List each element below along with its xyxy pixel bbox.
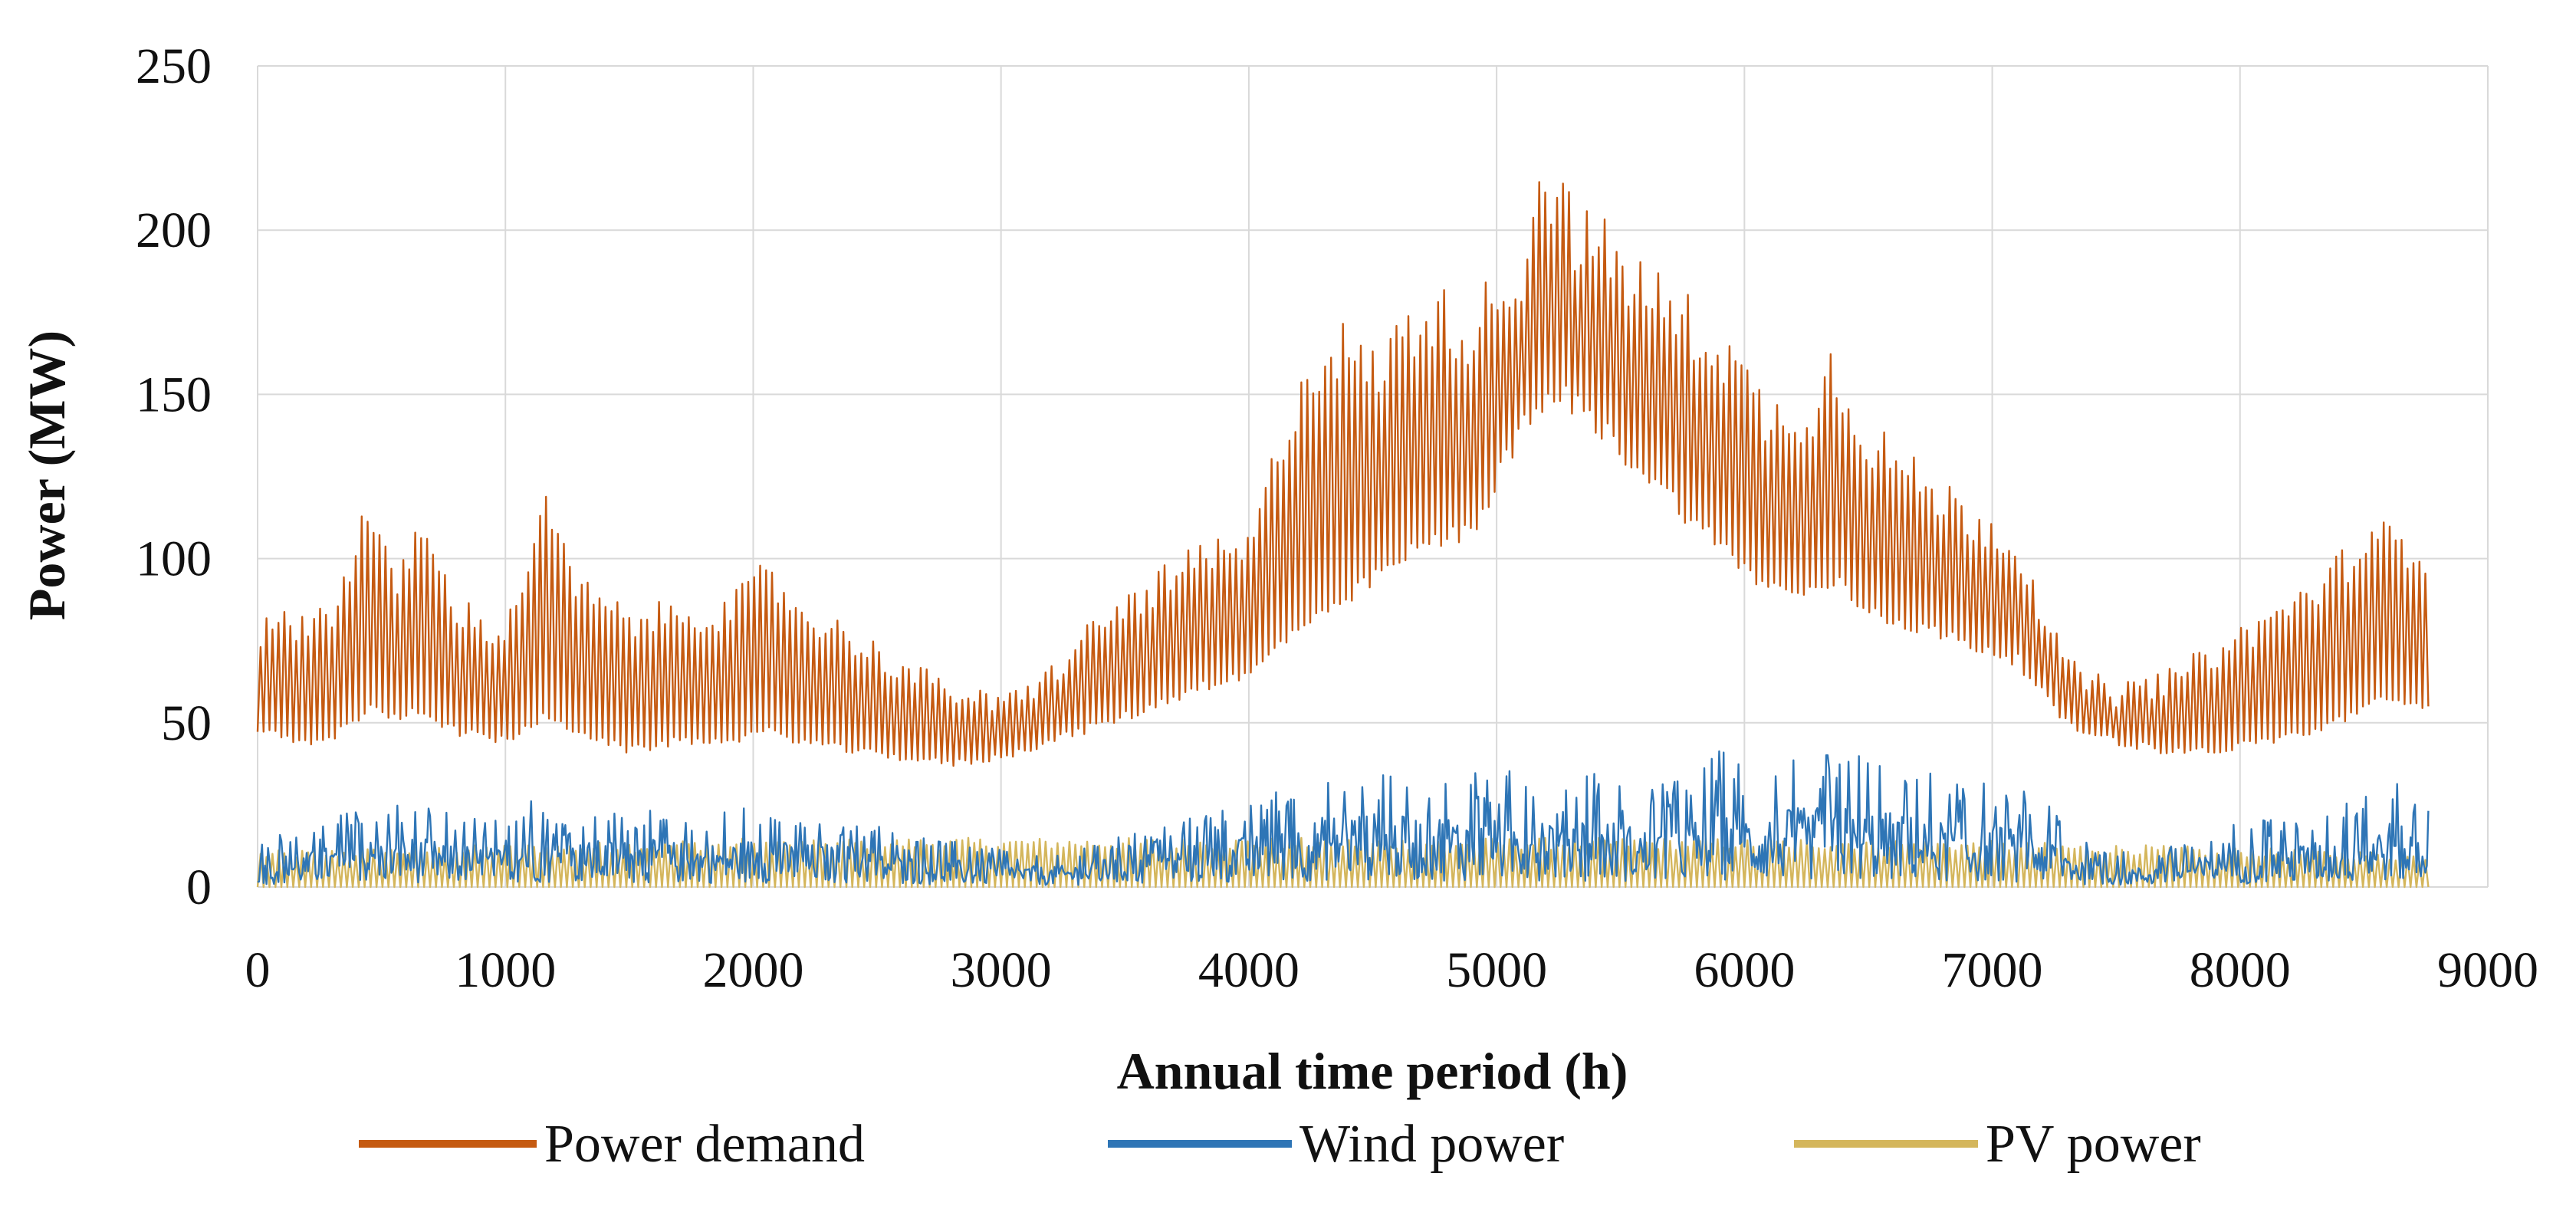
pv-power-line	[256, 836, 2430, 889]
x-tick-label: 6000	[1694, 942, 1795, 998]
x-tick-label: 4000	[1198, 942, 1300, 998]
y-tick-label: 150	[136, 366, 212, 422]
legend-label-wind-power: Wind power	[1300, 1115, 1564, 1174]
wind-power-line	[257, 750, 2430, 886]
y-tick-labels: 0 50 100 150 200 250	[136, 38, 212, 915]
x-tick-label: 7000	[1942, 942, 2043, 998]
x-tick-label: 3000	[951, 942, 1052, 998]
x-tick-label: 2000	[702, 942, 803, 998]
x-tick-label: 9000	[2437, 942, 2538, 998]
y-tick-label: 250	[136, 38, 212, 94]
series-pv-power	[256, 836, 2430, 889]
y-tick-label: 100	[136, 531, 212, 587]
legend-label-pv-power: PV power	[1986, 1115, 2201, 1174]
series-power-demand	[256, 181, 2430, 767]
gridlines	[257, 65, 2489, 888]
y-tick-label: 50	[161, 695, 212, 751]
x-tick-label: 0	[245, 942, 271, 998]
series-wind-power	[257, 750, 2430, 886]
y-axis-title: Power (MW)	[18, 330, 76, 620]
x-tick-label: 8000	[2190, 942, 2291, 998]
x-tick-label: 1000	[455, 942, 556, 998]
legend: Power demand Wind power PV power	[359, 1115, 2201, 1174]
power-demand-line	[256, 181, 2430, 767]
x-axis-title: Annual time period (h)	[1117, 1042, 1628, 1100]
y-tick-label: 200	[136, 202, 212, 258]
x-tick-labels: 0 1000 2000 3000 4000 5000 6000 7000 8000 9000	[245, 942, 2539, 998]
y-tick-label: 0	[186, 859, 212, 915]
legend-label-power-demand: Power demand	[544, 1115, 865, 1174]
x-tick-label: 5000	[1446, 942, 1547, 998]
